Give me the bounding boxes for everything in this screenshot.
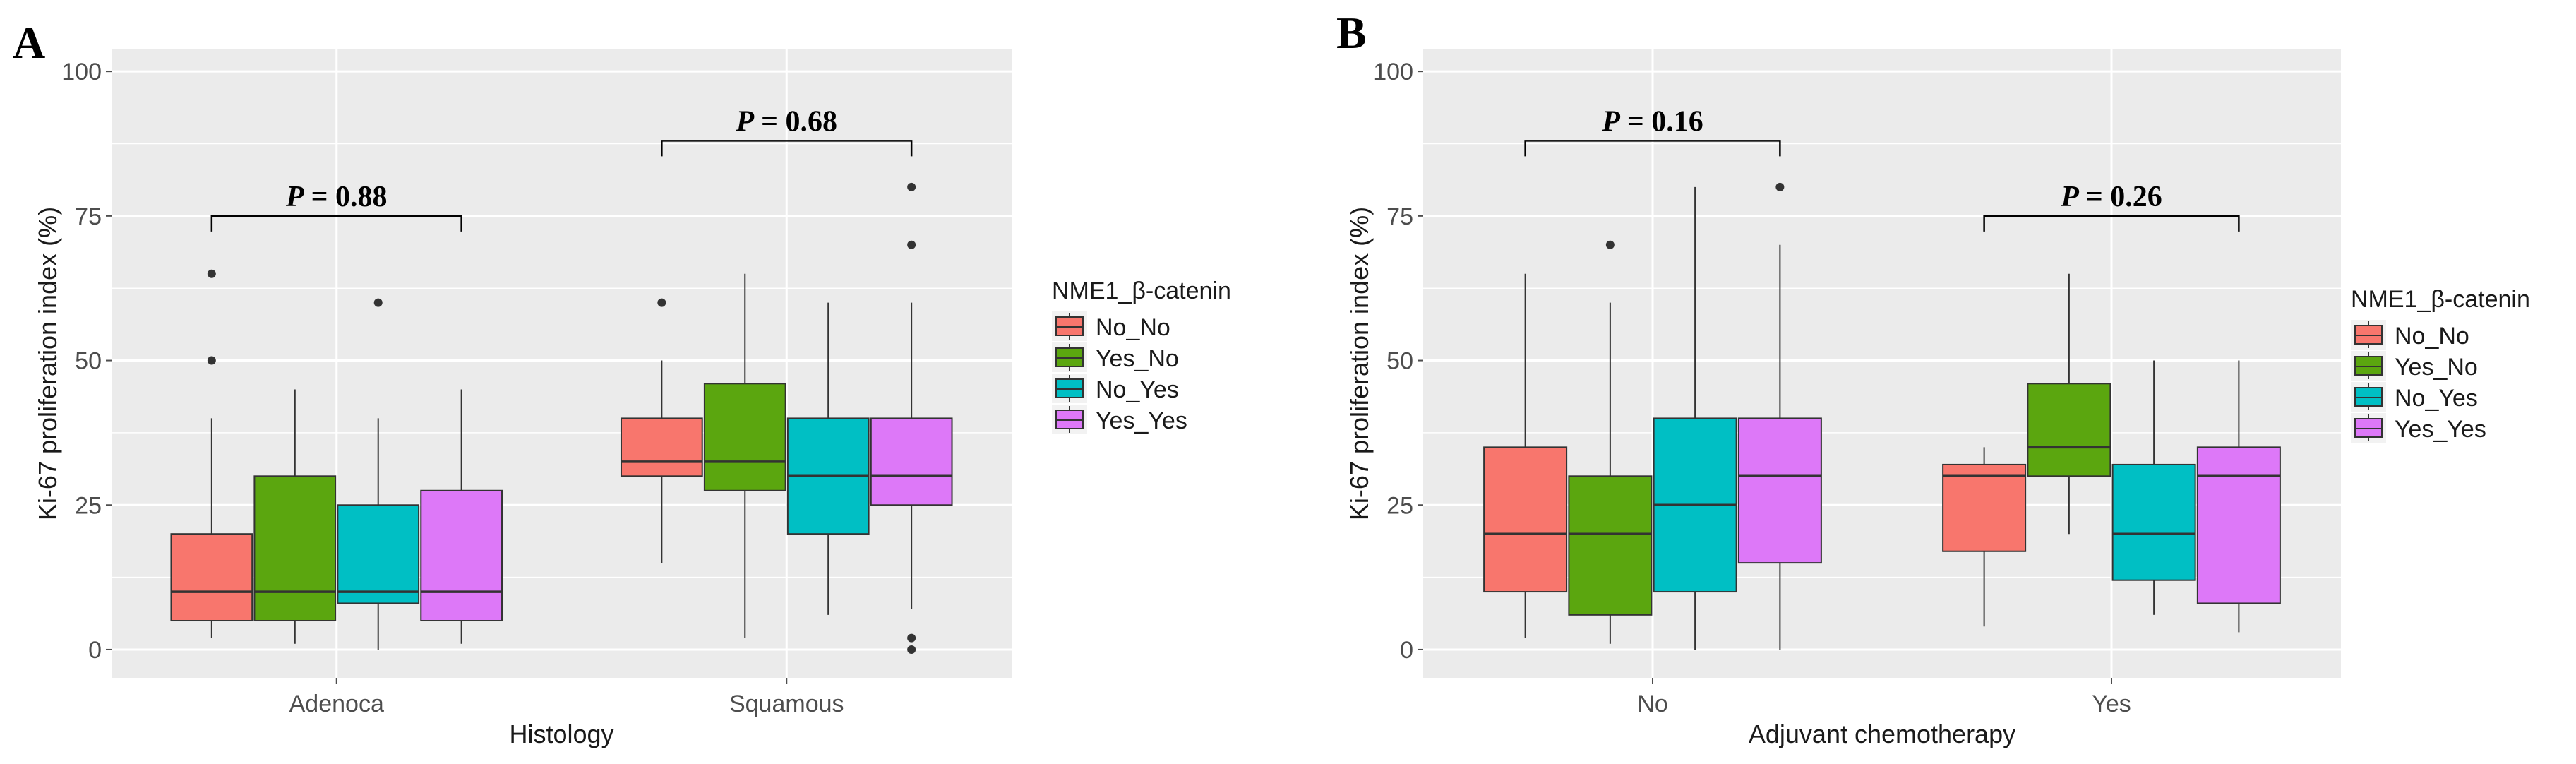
legend-b: NME1_β-catenin No_No Yes_No No_Yes Yes_Yes	[2351, 286, 2530, 443]
box-yes-no	[253, 389, 337, 644]
outlier-point	[907, 633, 916, 643]
plot-area-a: 0 25 50 75 100 Adenoca Squamous Histology Ki-67 …	[33, 49, 1012, 748]
x-tick-label: Squamous	[729, 691, 844, 717]
legend-label: No_Yes	[1096, 376, 1179, 403]
legend-label: No_No	[2395, 323, 2469, 350]
box-no-no	[1942, 447, 2027, 627]
significance-bracket	[1524, 140, 1781, 157]
x-axis-title: Histology	[509, 720, 613, 748]
legend-label: Yes_No	[2395, 354, 2478, 381]
y-axis-title: Ki-67 proliferation index (%)	[1345, 207, 1374, 520]
box-yes-yes	[2196, 360, 2281, 633]
significance-bracket	[1983, 215, 2240, 232]
legend-title: NME1_β-catenin	[2351, 286, 2530, 313]
legend-title: NME1_β-catenin	[1052, 277, 1231, 304]
outlier-point	[207, 356, 216, 365]
legend-label: No_Yes	[2395, 385, 2478, 412]
box-iqr	[2196, 446, 2281, 604]
box-yes-no	[1568, 240, 1653, 644]
box-iqr	[2111, 463, 2196, 581]
box-iqr	[2027, 383, 2111, 477]
outlier-point	[907, 240, 916, 249]
p-value-number: = 0.16	[1627, 105, 1703, 138]
box-iqr	[420, 489, 503, 622]
box-no-no	[620, 298, 703, 563]
y-tick-label: 0	[1400, 637, 1413, 664]
p-value-symbol: P	[285, 181, 304, 213]
p-value-number: = 0.26	[2086, 181, 2162, 213]
outlier-point	[907, 645, 916, 654]
p-value-number: = 0.68	[761, 105, 837, 138]
y-tick-label: 25	[1386, 492, 1413, 519]
box-yes-no	[2027, 273, 2111, 535]
legend-a: NME1_β-catenin No_No Yes_No No_Yes Yes_Yes	[1052, 277, 1231, 434]
outlier-point	[373, 298, 383, 307]
y-tick-label: 50	[1386, 348, 1413, 375]
y-tick-label: 50	[75, 348, 102, 375]
box-yes-yes	[1737, 182, 1822, 650]
box-iqr	[1737, 417, 1822, 564]
box-iqr	[1483, 446, 1568, 593]
legend-label: Yes_Yes	[2395, 416, 2486, 443]
p-value-symbol: P	[1601, 105, 1620, 138]
x-tick-label: Yes	[2092, 691, 2131, 717]
outlier-point	[207, 269, 216, 278]
p-value-symbol: P	[2060, 181, 2079, 213]
panel-b: B 0 25 50 75 100 No Yes Adjuvant chemotherapy Ki…	[1336, 8, 2530, 748]
y-tick-label: 25	[75, 492, 102, 519]
box-iqr	[253, 475, 337, 622]
box-no-yes	[337, 298, 420, 650]
significance-bracket	[661, 140, 913, 157]
box-iqr	[1942, 463, 2027, 552]
x-tick-label: Adenoca	[289, 691, 384, 717]
box-iqr	[170, 533, 253, 622]
box-iqr	[620, 417, 703, 477]
p-value-annotation: P = 0.26	[2060, 181, 2162, 213]
box-iqr	[337, 504, 420, 604]
significance-bracket	[210, 215, 462, 232]
p-value-symbol: P	[735, 105, 754, 138]
box-no-no	[170, 269, 253, 638]
legend-label: Yes_Yes	[1096, 407, 1187, 434]
x-tick-label: No	[1637, 691, 1667, 717]
outlier-point	[1605, 240, 1615, 249]
box-no-yes	[786, 302, 870, 615]
box-yes-yes	[420, 389, 503, 644]
y-tick-label: 100	[1373, 59, 1413, 85]
box-yes-yes	[870, 182, 953, 654]
legend-label: Yes_No	[1096, 345, 1179, 372]
box-no-yes	[1653, 186, 1737, 650]
y-tick-label: 75	[1386, 203, 1413, 230]
panel-letter-b: B	[1336, 8, 1367, 58]
x-axis-title: Adjuvant chemotherapy	[1749, 720, 2015, 748]
p-value-annotation: P = 0.88	[285, 181, 388, 213]
y-axis-title: Ki-67 proliferation index (%)	[33, 207, 62, 520]
outlier-point	[907, 182, 916, 191]
y-tick-label: 100	[61, 59, 102, 85]
y-tick-label: 0	[88, 637, 102, 664]
y-tick-label: 75	[75, 203, 102, 230]
p-value-annotation: P = 0.68	[735, 105, 837, 138]
box-iqr	[870, 417, 953, 506]
legend-label: No_No	[1096, 314, 1170, 341]
panel-a: A 0 25 50 75 100 Adenoca Squamous Histology Ki-6…	[13, 18, 1231, 748]
outlier-point	[657, 298, 666, 307]
box-iqr	[1568, 475, 1653, 616]
p-value-annotation: P = 0.16	[1601, 105, 1703, 138]
panel-letter-a: A	[13, 18, 45, 68]
outlier-point	[1775, 182, 1785, 191]
box-no-no	[1483, 273, 1568, 638]
box-iqr	[703, 383, 786, 491]
box-no-yes	[2111, 360, 2196, 615]
plot-area-b: 0 25 50 75 100 No Yes Adjuvant chemotherapy Ki-6…	[1345, 49, 2341, 748]
box-yes-no	[703, 273, 786, 638]
p-value-number: = 0.88	[311, 181, 388, 213]
